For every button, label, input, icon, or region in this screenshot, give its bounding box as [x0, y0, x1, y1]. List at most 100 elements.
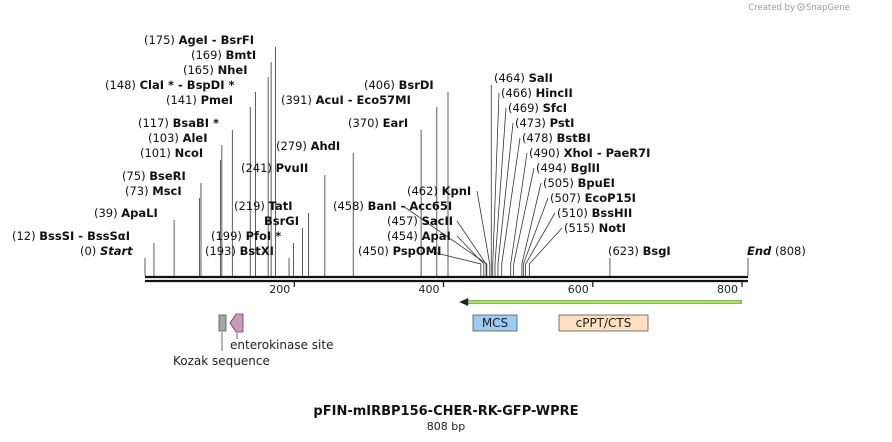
site-label-ncoi[interactable]: (101) NcoI — [140, 146, 203, 160]
site-label-bsrgi[interactable]: BsrGI — [264, 214, 299, 228]
site-label-alei[interactable]: (103) AleI — [148, 131, 208, 145]
site-label-hincii[interactable]: (466) HincII — [501, 86, 573, 100]
site-label-sali[interactable]: (464) SalI — [494, 71, 553, 85]
site-label-msci[interactable]: (73) MscI — [125, 184, 182, 198]
credit-brand: SnapGene — [806, 3, 850, 13]
site-enzyme: BssHII — [592, 206, 633, 220]
leader-pspomi — [427, 250, 482, 276]
kozak-sequence-label: Kozak sequence — [173, 354, 270, 368]
kozak-sequence-feature[interactable] — [218, 314, 227, 332]
site-label-pmei[interactable]: (141) PmeI — [166, 93, 233, 107]
site-label-apali[interactable]: (39) ApaLI — [94, 206, 158, 220]
leader-psti — [497, 122, 514, 276]
site-label-eari[interactable]: (370) EarI — [348, 116, 408, 130]
site-label-bstbi[interactable]: (478) BstBI — [522, 131, 591, 145]
site-label-apai[interactable]: (454) ApaI — [387, 229, 451, 243]
enterokinase-site-feature[interactable] — [229, 313, 244, 333]
site-enzyme: BseRI — [149, 169, 186, 183]
site-position: (466) — [501, 86, 532, 100]
feature-label: MCS — [482, 316, 508, 330]
leader-hincii — [492, 92, 500, 276]
orf-arrowhead-icon — [459, 298, 469, 306]
site-enzyme: PfoI * — [246, 229, 282, 243]
site-label-pfoi[interactable]: (199) PfoI * — [211, 229, 281, 243]
site-label-agei[interactable]: (175) AgeI - BsrFI — [144, 33, 254, 47]
site-enzyme: TatI — [269, 199, 293, 213]
site-position: (454) — [387, 229, 418, 243]
site-label-bstxi[interactable]: (193) BstXI — [205, 244, 274, 258]
site-label-nhei[interactable]: (165) NheI — [183, 63, 247, 77]
site-enzyme: BssSI - BssSαI — [39, 229, 130, 243]
site-label-pvuii[interactable]: (241) PvuII — [241, 161, 308, 175]
site-label-bmti[interactable]: (169) BmtI — [191, 48, 256, 62]
site-enzyme: SacII — [422, 214, 453, 228]
site-label-start[interactable]: (0) Start — [80, 244, 133, 258]
site-label-bsrdi[interactable]: (406) BsrDI — [364, 78, 434, 92]
site-enzyme: BsrGI — [264, 214, 299, 228]
site-enzyme: MscI — [152, 184, 181, 198]
site-leader-lines — [144, 47, 749, 276]
site-position: (73) — [125, 184, 149, 198]
site-label-tati[interactable]: (219) TatI — [234, 199, 293, 213]
site-label-bglii[interactable]: (494) BglII — [536, 161, 600, 175]
leader-bglii — [513, 167, 535, 276]
feature-mcs[interactable] — [472, 314, 518, 332]
site-enzyme: BstXI — [240, 244, 274, 258]
site-position: (169) — [191, 48, 222, 62]
site-label-end[interactable]: End (808) — [747, 244, 806, 258]
site-enzyme: EarI — [383, 116, 409, 130]
site-enzyme: SfcI — [543, 101, 567, 115]
leader-bsshii — [525, 212, 556, 276]
feature-cppt-cts[interactable] — [558, 314, 649, 332]
site-enzyme: AhdI — [311, 139, 341, 153]
site-label-bani[interactable]: (458) BanI - Acc65I — [333, 199, 452, 213]
site-position: (490) — [529, 146, 560, 160]
site-enzyme: SalI — [529, 71, 553, 85]
site-label-bpuei[interactable]: (505) BpuEI — [543, 176, 615, 190]
site-label-noti[interactable]: (515) NotI — [564, 221, 626, 235]
site-label-sfci[interactable]: (469) SfcI — [508, 101, 567, 115]
site-label-bsgi[interactable]: (623) BsgI — [608, 244, 671, 258]
ruler-tick-label-800: 800 — [717, 283, 738, 296]
site-position: (623) — [608, 244, 639, 258]
site-label-ecop15i[interactable]: (507) EcoP15I — [550, 191, 636, 205]
site-position: (193) — [205, 244, 236, 258]
site-enzyme: BstBI — [557, 131, 591, 145]
site-enzyme: End — [747, 244, 772, 258]
site-label-xhoi[interactable]: (490) XhoI - PaeR7I — [529, 146, 650, 160]
site-label-bsabi[interactable]: (117) BsaBI * — [138, 116, 219, 130]
site-enzyme: PstI — [550, 116, 575, 130]
site-position: (241) — [241, 161, 272, 175]
site-label-bsshii[interactable]: (510) BssHII — [557, 206, 632, 220]
site-enzyme: BsgI — [643, 244, 671, 258]
site-position: (12) — [12, 229, 36, 243]
site-position: (494) — [536, 161, 567, 175]
site-position: (0) — [80, 244, 96, 258]
site-label-clai[interactable]: (148) ClaI * - BspDI * — [105, 78, 235, 92]
site-position: (148) — [105, 78, 136, 92]
site-enzyme: XhoI - PaeR7I — [564, 146, 651, 160]
site-enzyme: EcoP15I — [585, 191, 636, 205]
site-label-sacii[interactable]: (457) SacII — [387, 214, 453, 228]
site-enzyme: KpnI — [442, 184, 472, 198]
site-position: (117) — [138, 116, 169, 130]
site-position: (507) — [550, 191, 581, 205]
site-position: (808) — [775, 244, 806, 258]
site-enzyme: PvuII — [276, 161, 309, 175]
site-position: (175) — [144, 33, 175, 47]
site-position: (39) — [94, 206, 118, 220]
site-label-acui[interactable]: (391) AcuI - Eco57MI — [281, 93, 411, 107]
site-label-psti[interactable]: (473) PstI — [515, 116, 574, 130]
site-label-bsssi[interactable]: (12) BssSI - BssSαI — [12, 229, 130, 243]
site-enzyme: NheI — [218, 63, 248, 77]
credit-prefix: Created by — [748, 3, 795, 13]
site-label-pspomi[interactable]: (450) PspOMI — [358, 244, 441, 258]
site-label-bseri[interactable]: (75) BseRI — [122, 169, 186, 183]
leader-apai — [456, 235, 485, 276]
site-label-ahdi[interactable]: (279) AhdI — [276, 139, 340, 153]
site-position: (515) — [564, 221, 595, 235]
leader-ecop15i — [522, 197, 549, 276]
site-position: (478) — [522, 131, 553, 145]
site-label-kpni[interactable]: (462) KpnI — [407, 184, 471, 198]
